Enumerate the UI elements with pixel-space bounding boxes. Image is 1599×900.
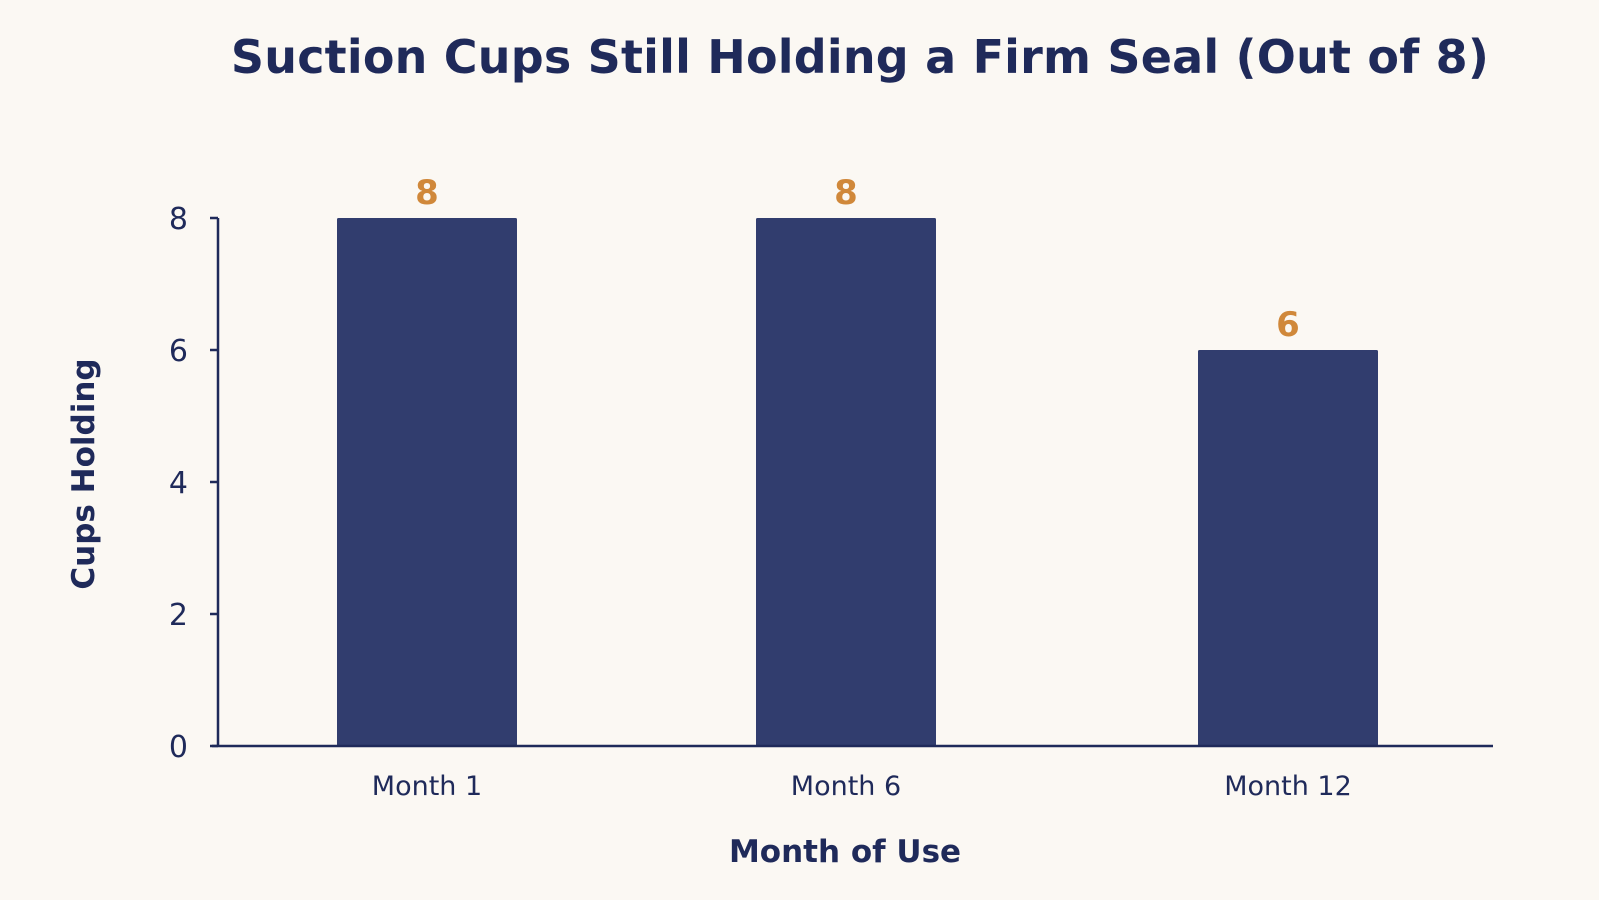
data-label: 6 [1276,305,1300,345]
y-tick-label: 2 [169,598,188,633]
y-tick-label: 6 [169,334,188,369]
data-label: 8 [834,173,858,213]
bar [1198,350,1378,746]
y-tick-label: 0 [169,730,188,765]
x-axis-tick-labels: Month 1 Month 6 Month 12 [372,771,1352,802]
y-axis-title: Cups Holding [66,358,102,589]
y-axis-ticks: 0 2 4 6 8 [169,202,218,765]
x-tick-label: Month 6 [791,771,901,802]
data-label: 8 [415,173,439,213]
x-tick-label: Month 1 [372,771,482,802]
y-tick-label: 4 [169,466,188,501]
bars [337,218,1378,746]
bar [756,218,936,746]
y-tick-label: 8 [169,202,188,237]
x-axis-title: Month of Use [729,834,961,870]
chart-title: Suction Cups Still Holding a Firm Seal (… [230,30,1490,84]
data-labels: 8 8 6 [415,173,1300,345]
bar [337,218,517,746]
x-tick-label: Month 12 [1224,771,1352,802]
